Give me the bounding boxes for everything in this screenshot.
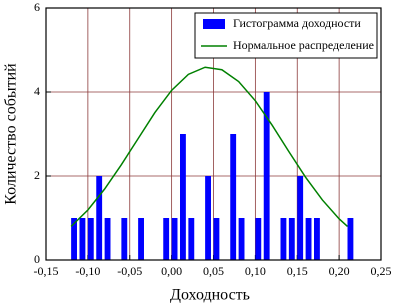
histogram-bar (238, 218, 245, 260)
x-tick-label: 0,20 (329, 264, 350, 278)
histogram-bar (180, 134, 186, 260)
x-tick-label: 0,25 (371, 264, 392, 278)
legend-label: Гистограмма доходности (233, 16, 361, 30)
histogram-bar (305, 218, 312, 260)
histogram-bar (297, 176, 304, 260)
histogram-bar (79, 218, 86, 260)
x-axis-label: Доходность (170, 287, 250, 304)
histogram-bar (314, 218, 320, 260)
histogram-bar (71, 218, 77, 260)
y-axis-label: Количество событий (3, 63, 20, 205)
histogram-bar (213, 218, 220, 260)
legend-swatch (203, 19, 225, 29)
histogram-bar (255, 218, 262, 260)
histogram-bar (188, 218, 195, 260)
y-tick-label: 2 (34, 168, 40, 182)
y-tick-label: 0 (34, 252, 40, 266)
histogram-bar (96, 176, 103, 260)
histogram-bar (163, 218, 170, 260)
histogram-bar (121, 218, 128, 260)
histogram-bar (230, 134, 237, 260)
legend-label: Нормальное распределение (233, 38, 374, 52)
histogram-bar (280, 218, 287, 260)
x-tick-label: 0,15 (287, 264, 308, 278)
histogram-bar (171, 218, 178, 260)
histogram-bar (104, 218, 111, 260)
histogram-bar (347, 218, 354, 260)
legend-box (194, 12, 378, 59)
x-tick-label: -0,05 (117, 264, 142, 278)
y-tick-label: 6 (34, 0, 40, 14)
plot-frame (45, 7, 382, 261)
x-tick-label: -0,15 (34, 264, 59, 278)
y-tick-label: 4 (34, 84, 40, 98)
normal-curve (70, 66, 349, 227)
x-tick-label: -0,10 (75, 264, 100, 278)
x-tick-label: 0,00 (161, 264, 182, 278)
histogram-bar (288, 218, 295, 260)
histogram-bar (138, 218, 144, 260)
x-tick-label: 0,10 (245, 264, 266, 278)
histogram-bar (87, 218, 94, 260)
histogram-bar (263, 92, 270, 260)
histogram-bar (205, 176, 211, 260)
x-tick-label: 0,05 (203, 264, 224, 278)
